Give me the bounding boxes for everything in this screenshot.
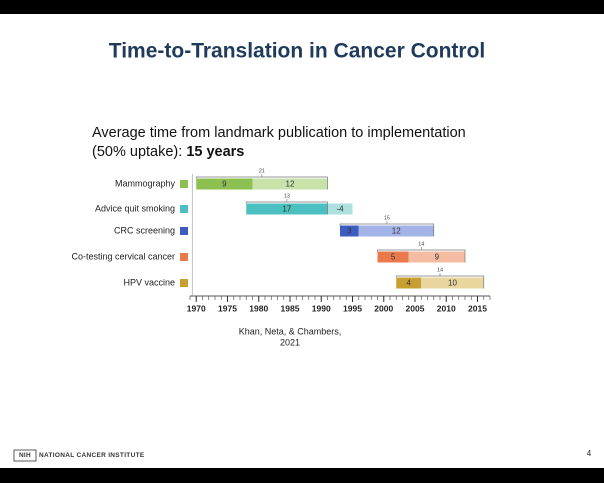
subtitle-text: (50% uptake): <box>92 144 186 160</box>
slide-canvas: Time-to-Translation in Cancer Control Av… <box>13 40 592 462</box>
x-tick-label: 1980 <box>249 303 268 313</box>
phase1-label: 4 <box>407 279 412 288</box>
legend-swatch <box>180 205 188 213</box>
x-tick-label: 2015 <box>468 303 487 313</box>
phase1-label: 17 <box>282 205 291 214</box>
footer-logo: NIH <box>19 452 31 459</box>
x-tick-label: 2005 <box>406 303 425 313</box>
total-label: 21 <box>259 168 265 174</box>
slide-title: Time-to-Translation in Cancer Control <box>109 40 485 63</box>
row-label: Co-testing cervical cancer <box>71 251 175 261</box>
chart: 1970 1975 1980 1985 1990 1995 2000 2005 2010 2015… <box>71 168 491 313</box>
phase2-label: 12 <box>286 180 295 189</box>
row-label: HPV vaccine <box>123 277 175 287</box>
legend-swatch <box>180 180 188 188</box>
page-number: 4 <box>587 449 592 458</box>
phase2-label: 10 <box>448 279 457 288</box>
row-label: Advice quit smoking <box>95 203 175 213</box>
x-tick-label: 1995 <box>343 303 362 313</box>
bar-phase2 <box>252 178 328 190</box>
x-tick-label: 2000 <box>374 303 393 313</box>
x-tick-label: 2010 <box>437 303 456 313</box>
phase2-label: -4 <box>336 205 344 214</box>
bar-phase1 <box>377 251 409 263</box>
legend-swatch <box>180 227 188 235</box>
subtitle-emphasis: 15 years <box>186 144 244 160</box>
row-label: Mammography <box>115 178 176 188</box>
bar-phase1 <box>246 203 353 215</box>
bar-phase2 <box>327 203 353 215</box>
phase2-label: 12 <box>392 227 401 236</box>
bar-phase1 <box>340 225 359 237</box>
x-tick-label: 1970 <box>187 303 206 313</box>
phase1-label: 3 <box>347 227 352 236</box>
total-label: 13 <box>284 193 290 199</box>
citation: 2021 <box>280 337 300 347</box>
total-label: 14 <box>418 241 424 247</box>
x-tick-label: 1975 <box>218 303 237 313</box>
subtitle: (50% uptake): 15 years <box>92 144 244 160</box>
subtitle: Average time from landmark publication t… <box>92 125 466 141</box>
phase1-label: 5 <box>391 253 396 262</box>
total-label: 15 <box>384 215 390 221</box>
x-tick-label: 1990 <box>312 303 331 313</box>
row-label: CRC screening <box>114 225 175 235</box>
logo-box <box>13 449 37 462</box>
x-tick-label: 1985 <box>281 303 300 313</box>
footer-text: NATIONAL CANCER INSTITUTE <box>39 452 145 459</box>
bar-phase1 <box>396 277 422 289</box>
bar-phase2 <box>408 251 465 263</box>
slide: Time-to-Translation in Cancer Control Av… <box>0 14 604 468</box>
phase2-label: 9 <box>435 253 440 262</box>
legend-swatch <box>180 253 188 261</box>
total-label: 14 <box>437 267 443 273</box>
citation: Khan, Neta, & Chambers, <box>239 326 342 336</box>
bar-phase2 <box>358 225 434 237</box>
legend-swatch <box>180 279 188 287</box>
bar-phase1 <box>196 178 253 190</box>
phase1-label: 9 <box>222 180 227 189</box>
bar-phase2 <box>421 277 484 289</box>
